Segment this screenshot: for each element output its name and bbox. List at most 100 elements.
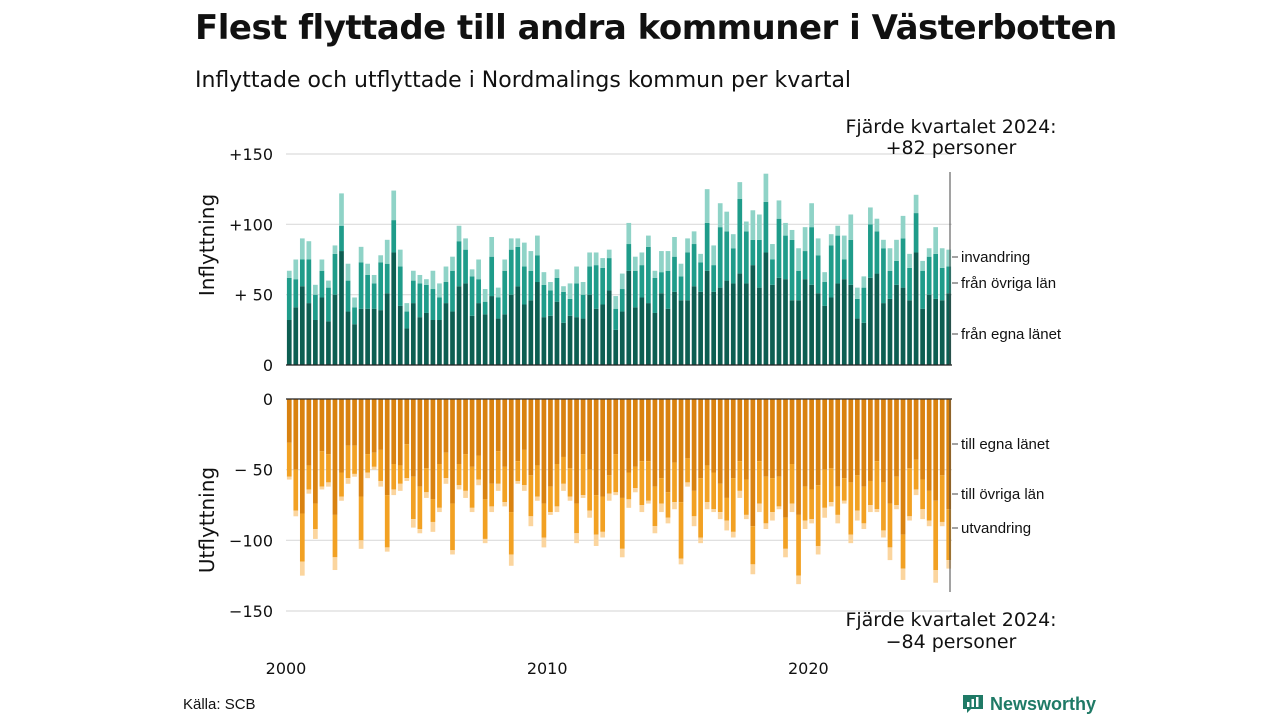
outflow-bar-ovriga xyxy=(443,452,449,479)
outflow-bar-utvandring xyxy=(730,531,736,538)
inflow-bar-invandring xyxy=(835,225,841,236)
inflow-bar-invandring xyxy=(920,260,925,271)
outflow-bar-egna xyxy=(319,399,325,452)
inflow-bar-ovriga xyxy=(476,279,481,304)
outflow-bar-ovriga xyxy=(561,456,566,484)
outflow-bar-egna xyxy=(476,399,481,456)
outflow-bars xyxy=(286,399,952,585)
inflow-bar-egna xyxy=(358,308,364,365)
outflow-bar-utvandring xyxy=(352,473,357,477)
outflow-bar-egna xyxy=(907,399,912,469)
inflow-bar-invandring xyxy=(515,238,521,247)
inflow-bar-egna xyxy=(848,284,854,365)
outflow-bar-egna xyxy=(495,399,501,452)
outflow-bar-utvandring xyxy=(371,466,377,470)
inflow-bar-ovriga xyxy=(900,238,906,288)
inflow-bar-egna xyxy=(619,311,625,365)
outflow-bar-utvandring xyxy=(789,503,795,513)
outflow-bar-utvandring xyxy=(541,537,547,548)
chart-title: Flest flyttade till andra kommuner i Väs… xyxy=(195,8,1117,48)
outflow-bar-ovriga xyxy=(828,468,834,503)
inflow-bar-invandring xyxy=(299,238,305,260)
outflow-bar-utvandring xyxy=(933,570,939,583)
inflow-bar-egna xyxy=(743,283,749,365)
inflow-bar-egna xyxy=(378,310,384,365)
inflow-bar-egna xyxy=(404,328,410,365)
inflow-bar-ovriga xyxy=(874,231,880,274)
outflow-bar-ovriga xyxy=(313,503,318,530)
outflow-bar-utvandring xyxy=(456,485,462,490)
inflow-bar-egna xyxy=(881,303,886,365)
inflow-bar-invandring xyxy=(600,258,606,268)
outflow-bar-utvandring xyxy=(646,500,651,504)
outflow-bar-ovriga xyxy=(476,455,481,480)
inflow-bar-egna xyxy=(750,265,756,365)
inflow-bar-invandring xyxy=(743,221,749,232)
outflow-bar-ovriga xyxy=(920,479,925,510)
outflow-bar-utvandring xyxy=(391,489,397,496)
outflow-bar-utvandring xyxy=(926,520,932,527)
outflow-bar-egna xyxy=(535,399,540,466)
inflow-bar-egna xyxy=(737,273,743,365)
y-tick-label: −150 xyxy=(229,602,273,621)
outflow-bar-utvandring xyxy=(796,575,801,585)
outflow-bar-ovriga xyxy=(469,466,475,508)
inflow-bar-egna xyxy=(652,312,658,365)
outflow-bar-utvandring xyxy=(437,507,442,513)
inflow-bar-egna xyxy=(711,291,717,365)
brand-name: Newsworthy xyxy=(990,693,1097,714)
inflow-bar-egna xyxy=(600,304,606,365)
outflow-bar-ovriga xyxy=(815,485,821,546)
outflow-bar-ovriga xyxy=(319,451,325,487)
inflow-bar-egna xyxy=(632,307,638,365)
inflow-bar-ovriga xyxy=(626,244,632,271)
outflow-bar-egna xyxy=(463,399,468,455)
y-axis-title: Inflyttning xyxy=(195,194,219,296)
outflow-bar-egna xyxy=(528,399,534,476)
inflow-bar-egna xyxy=(548,315,553,365)
inflow-bar-invandring xyxy=(319,259,325,271)
outflow-bar-ovriga xyxy=(659,478,664,504)
inflow-bar-egna xyxy=(293,307,299,365)
inflow-bar-ovriga xyxy=(926,256,932,295)
outflow-bar-egna xyxy=(665,399,671,493)
x-tick-label: 2020 xyxy=(788,659,829,678)
inflow-bar-invandring xyxy=(770,244,775,260)
inflow-bar-ovriga xyxy=(881,248,886,304)
outflow-bar-egna xyxy=(854,399,860,476)
inflow-bar-invandring xyxy=(450,256,455,271)
outflow-bar-egna xyxy=(770,399,775,479)
inflow-bar-invandring xyxy=(326,280,331,288)
outflow-bar-egna xyxy=(548,399,553,487)
inflow-bar-egna xyxy=(495,318,501,365)
outflow-bar-egna xyxy=(606,399,612,476)
outflow-bar-egna xyxy=(508,399,514,513)
inflow-bar-invandring xyxy=(626,222,632,245)
inflow-bar-egna xyxy=(802,279,808,365)
inflow-bar-egna xyxy=(724,280,730,365)
x-tick-label: 2010 xyxy=(527,659,568,678)
inflow-bar-ovriga xyxy=(391,220,397,253)
outflow-bar-ovriga xyxy=(606,475,612,494)
inflow-bar-egna xyxy=(482,314,488,365)
inflow-bar-egna xyxy=(920,308,925,365)
outflow-bar-egna xyxy=(809,399,814,490)
inflow-bar-invandring xyxy=(371,274,377,284)
inflow-bar-invandring xyxy=(548,282,553,291)
inflow-bar-egna xyxy=(704,270,710,365)
outflow-bar-utvandring xyxy=(593,534,599,546)
outflow-bar-utvandring xyxy=(750,564,756,575)
inflow-bar-egna xyxy=(757,287,762,365)
inflow-bar-ovriga xyxy=(567,298,573,316)
outflow-bar-ovriga xyxy=(665,492,671,518)
outflow-bar-utvandring xyxy=(561,483,566,491)
inflow-bar-invandring xyxy=(881,239,886,249)
outflow-bar-utvandring xyxy=(619,548,625,558)
outflow-bar-utvandring xyxy=(874,509,880,513)
inflow-bar-invandring xyxy=(587,252,592,267)
outflow-bar-ovriga xyxy=(535,465,540,497)
inflow-bar-egna xyxy=(815,293,821,365)
inflow-bar-egna xyxy=(410,303,416,365)
outflow-bar-utvandring xyxy=(691,516,697,527)
outflow-bar-ovriga xyxy=(652,486,658,527)
